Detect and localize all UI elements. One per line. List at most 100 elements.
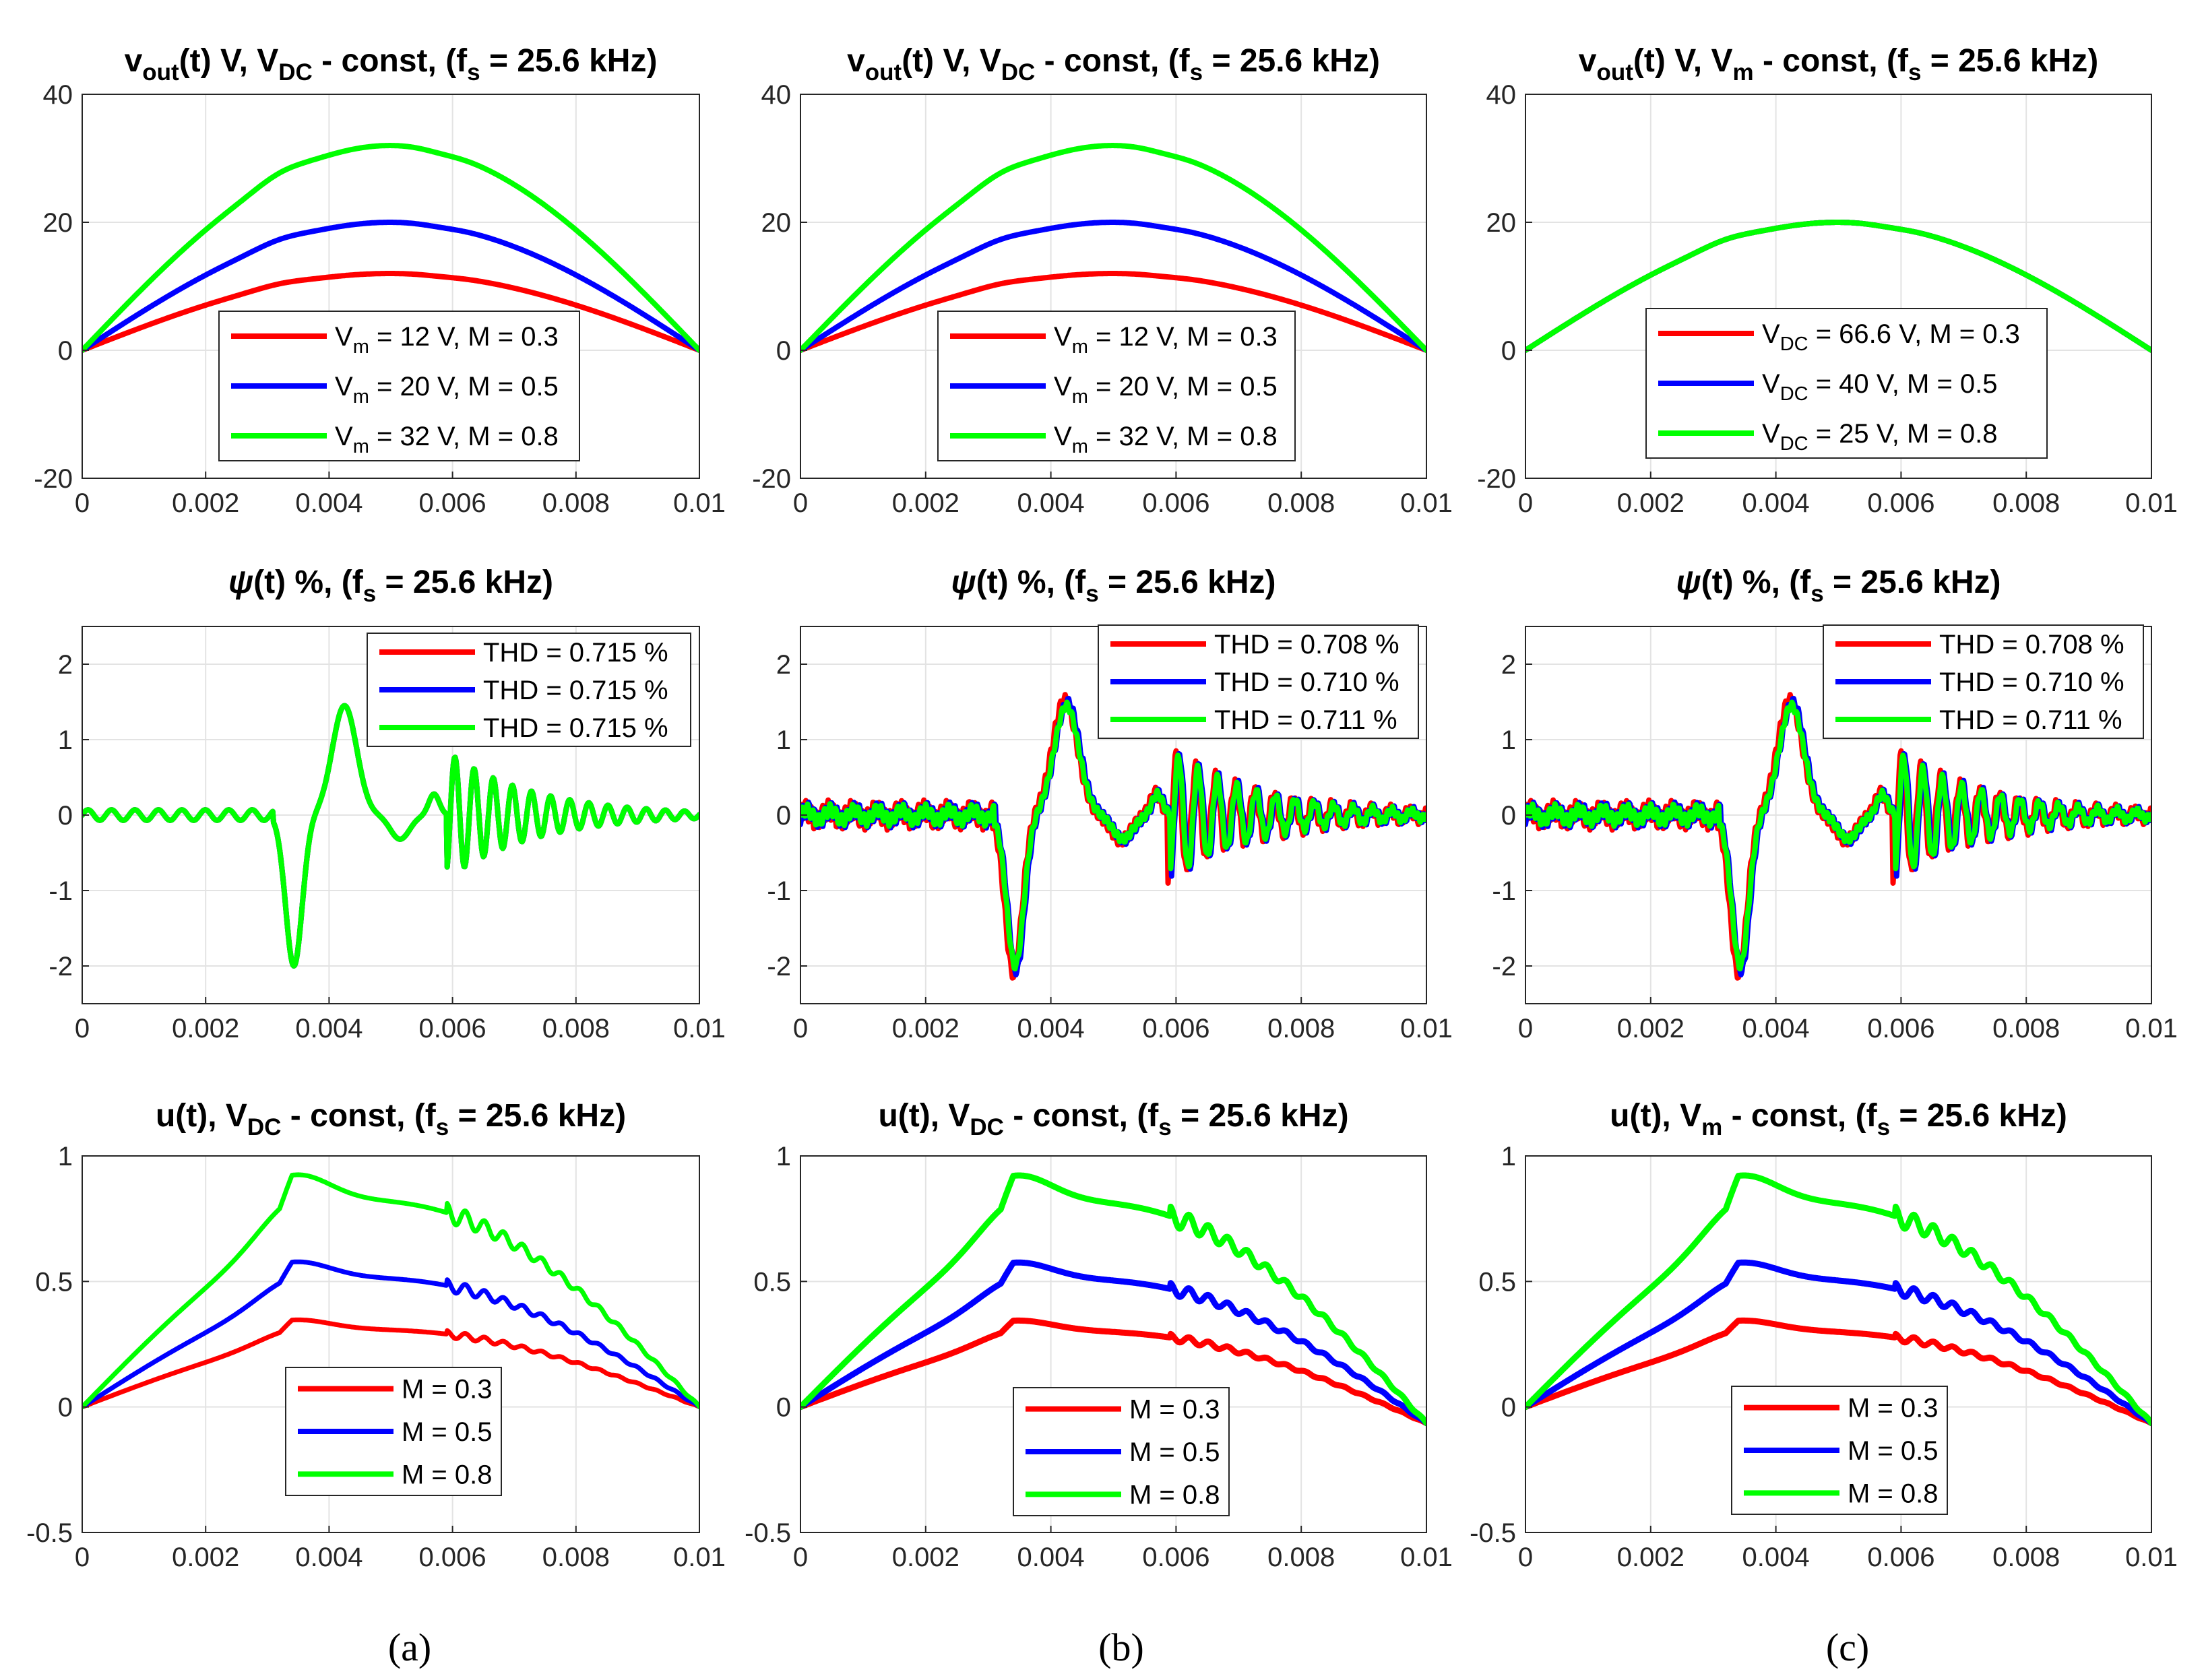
vout-a-x-tick-label-3: 0.006 — [419, 488, 486, 518]
vout-b-legend-label-1-part-0: V — [1054, 372, 1072, 401]
u-c-title-part-4: = 25.6 kHz) — [1890, 1098, 2067, 1134]
vout-b-legend-label-2: Vm = 32 V, M = 0.8 — [1054, 422, 1278, 457]
u-a-x-tick-label-3: 0.006 — [419, 1543, 486, 1572]
vout-a-legend-label-0-part-2: = 12 V, M = 0.3 — [369, 322, 559, 352]
u-b-legend-label-0-part-0: M = 0.3 — [1129, 1395, 1220, 1425]
psi-c-x-tick-label-3: 0.006 — [1867, 1014, 1934, 1043]
u-a-series-line-0 — [82, 1317, 699, 1410]
vout-a-x-tick-label-2: 0.004 — [295, 488, 363, 518]
psi-b-title: ψ(t) %, (fs = 25.6 kHz) — [951, 564, 1276, 607]
vout-b-legend-label-0-part-0: V — [1054, 322, 1072, 352]
vout-b-legend-label-2-part-2: = 32 V, M = 0.8 — [1088, 422, 1278, 451]
psi-a-x-tick-label-2: 0.004 — [295, 1014, 363, 1043]
u-a-y-tick-label-3: 1 — [58, 1142, 73, 1171]
vout-b-y-tick-label-0: -20 — [752, 464, 791, 494]
vout-b-series-line-0 — [800, 271, 1426, 353]
psi-c-legend-label-0-part-0: THD = 0.708 % — [1939, 630, 2124, 659]
u-c-series-line-0 — [1525, 1317, 2151, 1427]
vout-a-y-tick-label-2: 20 — [43, 208, 73, 238]
vout-c-legend-label-0-part-1: DC — [1780, 333, 1808, 355]
psi-a-title-part-0: ψ — [228, 564, 253, 600]
psi-a-legend-label-2-part-0: THD = 0.715 % — [483, 713, 668, 743]
u-b-title-part-4: = 25.6 kHz) — [1172, 1098, 1349, 1134]
vout-b-x-tick-label-4: 0.008 — [1267, 488, 1335, 518]
psi-b-title-part-1: (t) %, (f — [976, 564, 1087, 600]
vout-c-legend-label-1-part-0: V — [1762, 369, 1780, 399]
psi-c-y-tick-label-0: -2 — [1492, 952, 1516, 981]
psi-b-series-group — [800, 692, 1426, 981]
psi-b-y-tick-label-2: 0 — [776, 801, 791, 831]
vout-c-title-part-6: = 25.6 kHz) — [1921, 43, 2098, 79]
chart-psi-a: 0 0.002 0.004 0.006 0.008 0.01 -2 -1 0 1 2 ψ(t) %, … — [49, 564, 726, 1043]
vout-b-title-part-2: (t) V, V — [902, 43, 1001, 79]
vout-a-legend-label-0: Vm = 12 V, M = 0.3 — [335, 322, 559, 358]
psi-c-title-part-3: = 25.6 kHz) — [1824, 564, 2001, 600]
vout-a-y-tick-label-1: 0 — [58, 336, 73, 366]
u-c-legend-label-2-part-0: M = 0.8 — [1848, 1479, 1939, 1508]
psi-c-title: ψ(t) %, (fs = 25.6 kHz) — [1676, 564, 2001, 607]
vout-b-title-part-0: v — [847, 43, 865, 79]
vout-a-title-part-2: (t) V, V — [179, 43, 279, 79]
psi-c-legend-label-2-part-0: THD = 0.711 % — [1939, 705, 2122, 735]
u-b-x-tick-label-5: 0.01 — [1400, 1543, 1453, 1572]
vout-c-axes-box — [1525, 94, 2152, 479]
chart-vout-b: 0 0.002 0.004 0.006 0.008 0.01-2002040vout(t)… — [752, 43, 1453, 518]
chart-vout-c: 0 0.002 0.004 0.006 0.008 0.01-2002040vout(t)… — [1477, 43, 2178, 518]
psi-c-legend-label-2: THD = 0.711 % — [1939, 705, 2122, 735]
vout-a-legend-label-2-part-2: = 32 V, M = 0.8 — [369, 422, 559, 451]
vout-c-title-part-3: m — [1733, 59, 1754, 86]
vout-c-legend-label-1: VDC = 40 V, M = 0.5 — [1762, 369, 1998, 405]
u-a-legend-label-0-part-0: M = 0.3 — [402, 1375, 493, 1404]
vout-a-title-part-3: DC — [278, 59, 313, 86]
u-c-legend-label-1-part-0: M = 0.5 — [1848, 1436, 1939, 1466]
u-a-x-tick-label-4: 0.008 — [542, 1543, 610, 1572]
psi-c-title-part-0: ψ — [1676, 564, 1701, 600]
vout-c-legend-label-1-part-1: DC — [1780, 383, 1808, 405]
u-b-x-tick-label-2: 0.004 — [1017, 1543, 1085, 1572]
u-b-x-tick-label-0: 0 — [793, 1543, 808, 1572]
psi-a-y-tick-label-0: -2 — [49, 952, 73, 981]
psi-b-legend-label-1-part-0: THD = 0.710 % — [1214, 668, 1399, 697]
vout-c-legend-label-2: VDC = 25 V, M = 0.8 — [1762, 419, 1998, 455]
vout-b-x-tick-label-2: 0.004 — [1017, 488, 1085, 518]
vout-c-series-group — [1525, 220, 2151, 353]
u-b-title: u(t), VDC - const, (fs = 25.6 kHz) — [878, 1098, 1348, 1140]
u-c-series-group — [1525, 1172, 2151, 1427]
u-c-x-tick-label-0: 0 — [1518, 1543, 1533, 1572]
u-b-y-tick-label-1: 0 — [776, 1393, 791, 1423]
vout-b-series-line-1 — [800, 220, 1426, 353]
vout-b-x-tick-label-5: 0.01 — [1400, 488, 1453, 518]
u-b-title-part-2: - const, (f — [1004, 1098, 1159, 1134]
vout-b-axes-box — [800, 94, 1427, 479]
psi-a-series-group — [82, 703, 699, 969]
psi-a-legend-label-1: THD = 0.715 % — [483, 676, 668, 705]
u-a-series-line-1 — [82, 1259, 699, 1410]
vout-a-legend-label-1-part-1: m — [353, 386, 369, 408]
psi-b-y-tick-label-3: 1 — [776, 725, 791, 755]
u-a-y-tick-label-1: 0 — [58, 1393, 73, 1423]
u-a-title-part-0: u(t), V — [156, 1098, 247, 1134]
chart-u-b: 0 0.002 0.004 0.006 0.008 0.01-0.500.51u(t), … — [745, 1098, 1453, 1572]
psi-b-legend-label-1: THD = 0.710 % — [1214, 668, 1399, 697]
u-c-y-tick-label-3: 1 — [1501, 1142, 1516, 1171]
vout-c-legend-label-2-part-0: V — [1762, 419, 1780, 449]
vout-b-title-part-1: out — [865, 59, 902, 86]
u-c-y-tick-label-0: -0.5 — [1470, 1518, 1516, 1548]
psi-a-y-tick-label-2: 0 — [58, 801, 73, 831]
vout-a-title-part-5: s — [467, 59, 480, 86]
u-b-legend-label-2-part-0: M = 0.8 — [1129, 1480, 1220, 1510]
psi-c-y-tick-label-1: -1 — [1492, 876, 1516, 906]
psi-c-y-tick-label-2: 0 — [1501, 801, 1516, 831]
psi-b-title-part-2: s — [1085, 581, 1098, 607]
vout-c-x-tick-label-0: 0 — [1518, 488, 1533, 518]
vout-c-title: vout(t) V, Vm - const, (fs = 25.6 kHz) — [1579, 43, 2098, 86]
u-a-title-part-2: - const, (f — [281, 1098, 436, 1134]
u-b-y-tick-label-3: 1 — [776, 1142, 791, 1171]
psi-b-y-tick-label-4: 2 — [776, 650, 791, 680]
u-b-axes-box — [800, 1155, 1427, 1533]
psi-c-legend-label-1-part-0: THD = 0.710 % — [1939, 668, 2124, 697]
u-a-series-line-2 — [82, 1172, 699, 1410]
u-c-title-part-3: s — [1877, 1114, 1890, 1140]
vout-a-legend-label-1: Vm = 20 V, M = 0.5 — [335, 372, 559, 408]
